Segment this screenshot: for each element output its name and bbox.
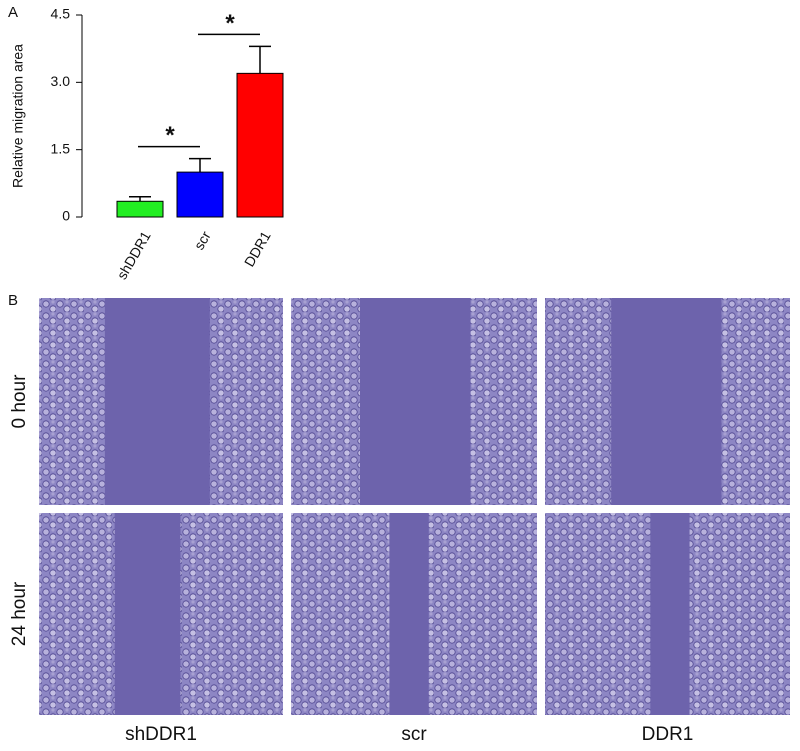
bar (116, 200, 164, 218)
micrograph (545, 513, 790, 715)
y-tick-label: 0 (62, 208, 70, 224)
column-label: scr (401, 724, 427, 745)
wound-gap (114, 513, 181, 715)
wound-gap (389, 513, 429, 715)
row-label: 0 hour (9, 374, 30, 429)
column-label: DDR1 (642, 724, 694, 745)
significance-star: * (225, 10, 235, 37)
row-label: 24 hour (9, 581, 30, 646)
bar (236, 72, 284, 218)
column-label: shDDR1 (125, 724, 197, 745)
micrograph (39, 298, 283, 505)
wound-gap (650, 513, 690, 715)
y-axis-label: Relative migration area (10, 44, 26, 188)
micrograph (291, 513, 537, 715)
x-tick-label: DDR1 (241, 228, 274, 269)
panel-label: B (8, 292, 18, 309)
micrograph (39, 513, 283, 715)
wound-gap (104, 298, 210, 505)
micrograph (545, 298, 790, 505)
y-tick-label: 4.5 (51, 6, 71, 22)
micrograph (291, 298, 537, 505)
x-tick-label: shDDR1 (113, 228, 153, 282)
y-tick-label: 1.5 (51, 140, 71, 156)
significance-star: * (165, 122, 175, 149)
bar (176, 171, 224, 218)
panel-label: A (8, 4, 18, 21)
x-tick-label: scr (191, 228, 214, 252)
wound-gap (611, 298, 722, 505)
y-tick-label: 3.0 (51, 73, 71, 89)
wound-gap (359, 298, 471, 505)
